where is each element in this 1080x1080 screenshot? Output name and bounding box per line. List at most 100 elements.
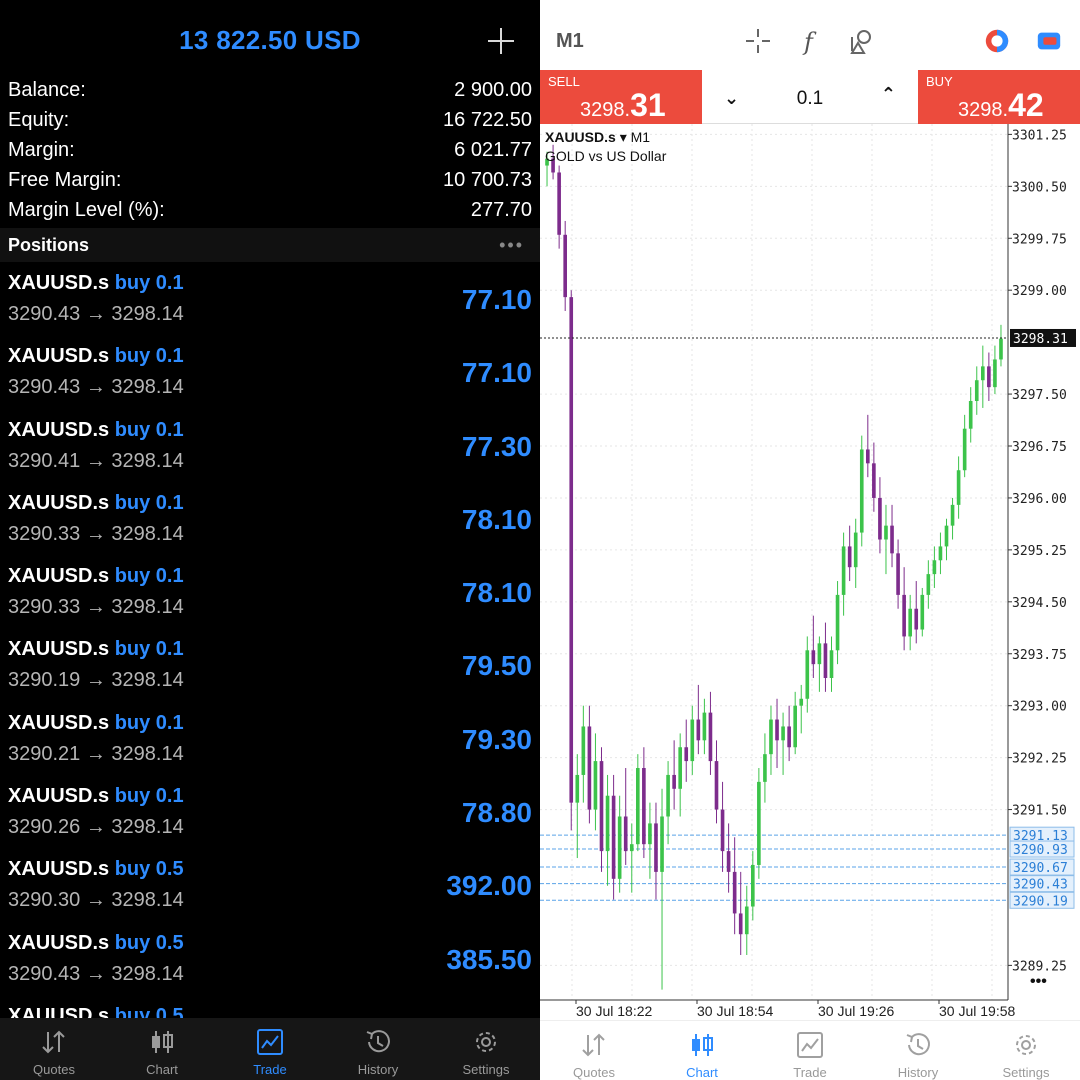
position-row[interactable]: XAUUSD.s buy 0.1 3290.33 → 3298.14 78.10 bbox=[0, 559, 540, 632]
candle-body bbox=[962, 428, 967, 471]
candle-body bbox=[605, 795, 610, 852]
position-price-label: 3291.13 bbox=[1013, 829, 1068, 844]
tab-settings[interactable]: Settings bbox=[972, 1021, 1080, 1080]
add-icon[interactable] bbox=[488, 28, 514, 54]
sell-button[interactable]: SELL 3298.31 bbox=[540, 70, 702, 124]
chart-toolbar: M1 f bbox=[540, 0, 1080, 70]
candle-body bbox=[751, 864, 755, 907]
balance-label: Balance: bbox=[8, 78, 86, 101]
candle-body bbox=[726, 851, 731, 872]
tab-chart[interactable]: Chart bbox=[108, 1018, 216, 1080]
history-icon bbox=[363, 1028, 393, 1056]
position-side: buy 0.1 bbox=[109, 418, 184, 441]
current-price-box bbox=[1010, 328, 1076, 347]
free-margin-value: 10 700.73 bbox=[443, 168, 532, 191]
position-symbol: XAUUSD.s buy 0.1 bbox=[8, 491, 184, 514]
buy-button[interactable]: BUY 3298.42 bbox=[918, 70, 1080, 124]
chevron-down-icon[interactable]: ⌄ bbox=[724, 88, 740, 108]
chart-symbol: XAUUSD.s ▾ M1 bbox=[545, 129, 651, 145]
balance-row: Balance: 2 900.00 bbox=[0, 75, 540, 105]
account-summary: Balance: 2 900.00 Equity: 16 722.50 Margin… bbox=[0, 75, 540, 225]
trade-header: 13 822.50 USD bbox=[0, 0, 540, 80]
candle-body bbox=[696, 719, 701, 741]
tab-settings[interactable]: Settings bbox=[432, 1018, 540, 1080]
position-symbol: XAUUSD.s buy 0.1 bbox=[8, 711, 184, 734]
quotes-icon bbox=[579, 1031, 609, 1059]
position-side: buy 0.1 bbox=[109, 272, 184, 294]
position-row[interactable]: XAUUSD.s buy 0.1 3290.21 → 3298.14 79.30 bbox=[0, 706, 540, 779]
x-tick-label: 30 Jul 19:26 bbox=[818, 1003, 894, 1019]
timeframe-button[interactable]: M1 bbox=[556, 30, 584, 52]
crosshair-icon[interactable] bbox=[744, 27, 772, 55]
position-prices: 3290.41 → 3298.14 bbox=[8, 449, 184, 472]
candle-body bbox=[684, 747, 689, 762]
position-row[interactable]: XAUUSD.s buy 0.1 3290.26 → 3298.14 78.80 bbox=[0, 779, 540, 852]
candle-body bbox=[950, 504, 955, 526]
position-prices: 3290.21 → 3298.14 bbox=[8, 742, 184, 765]
one-click-trading-icon[interactable] bbox=[982, 27, 1012, 55]
candle-body bbox=[908, 608, 912, 637]
position-row[interactable]: XAUUSD.s buy 0.5 3290.43 → 3298.14 385.50 bbox=[0, 926, 540, 999]
tab-quotes[interactable]: Quotes bbox=[540, 1021, 648, 1080]
objects-icon[interactable] bbox=[848, 27, 876, 55]
indicators-icon[interactable]: f bbox=[798, 27, 826, 55]
tab-history[interactable]: History bbox=[324, 1018, 432, 1080]
bottom-tab-bar: Quotes Chart Trade History Settings bbox=[0, 1018, 540, 1080]
candle-body bbox=[926, 574, 931, 595]
candle-body bbox=[932, 560, 937, 575]
position-row[interactable]: XAUUSD.s buy 0.1 3290.41 → 3298.14 77.30 bbox=[0, 413, 540, 486]
candle-body bbox=[575, 774, 580, 803]
free-margin-row: Free Margin: 10 700.73 bbox=[0, 165, 540, 195]
chevron-up-icon[interactable]: ⌃ bbox=[880, 84, 896, 104]
candle-body bbox=[781, 726, 785, 741]
position-symbol: XAUUSD.s buy 0.1 bbox=[8, 565, 184, 588]
position-price-box bbox=[1009, 891, 1075, 909]
tab-trade[interactable]: Trade bbox=[216, 1018, 324, 1080]
position-row[interactable]: XAUUSD.s buy 0.1 3290.43 → 3298.14 77.10 bbox=[0, 339, 540, 412]
current-price-label: 3298.31 bbox=[1013, 332, 1068, 347]
y-tick-label: 3297.50 bbox=[1012, 388, 1067, 403]
y-tick-label: 3294.50 bbox=[1012, 596, 1067, 611]
position-prices: 3290.30 → 3298.14 bbox=[8, 889, 184, 912]
y-tick-label: 3293.75 bbox=[1012, 648, 1067, 663]
position-row[interactable]: XAUUSD.s buy 0.1 3290.33 → 3298.14 78.10 bbox=[0, 486, 540, 559]
lot-value[interactable]: 0.1 bbox=[796, 88, 824, 109]
y-tick-label: 3296.75 bbox=[1012, 440, 1067, 455]
tab-label: Settings bbox=[462, 1062, 510, 1077]
position-profit: 78.10 bbox=[461, 503, 532, 535]
y-tick-label: 3293.00 bbox=[1012, 700, 1067, 715]
position-row[interactable]: XAUUSD.s buy 0.5 3290.30 → 3298.14 392.00 bbox=[0, 852, 540, 925]
position-prices: 3290.33 → 3298.14 bbox=[8, 596, 184, 619]
candle-body bbox=[829, 650, 834, 678]
sell-price: 3298.31 bbox=[580, 87, 666, 123]
price-chart[interactable]: 3301.25 3300.50 3299.75 3299.00 3297.50 3296.… bbox=[540, 124, 1080, 1020]
candle-body bbox=[569, 297, 574, 803]
position-side: buy 0.1 bbox=[109, 345, 184, 368]
y-tick-label: 3295.25 bbox=[1012, 544, 1067, 559]
account-switch-icon[interactable] bbox=[1034, 27, 1064, 55]
equity-row: Equity: 16 722.50 bbox=[0, 105, 540, 135]
positions-list: XAUUSD.s buy 0.1 3290.43 → 3298.14 77.10 XA… bbox=[0, 266, 540, 1072]
tab-history[interactable]: History bbox=[864, 1021, 972, 1080]
quotes-icon bbox=[39, 1028, 69, 1056]
candle-body bbox=[811, 650, 816, 665]
chart-more-icon[interactable]: ••• bbox=[1030, 973, 1047, 990]
tab-label: Chart bbox=[146, 1062, 178, 1077]
margin-row: Margin: 6 021.77 bbox=[0, 135, 540, 165]
chart-canvas[interactable]: 3301.25 3300.50 3299.75 3299.00 3297.50 3296.… bbox=[540, 124, 1080, 1020]
candle-body bbox=[841, 546, 846, 595]
position-symbol: XAUUSD.s buy 0.1 bbox=[8, 418, 184, 441]
position-price-box bbox=[1009, 840, 1075, 858]
position-row[interactable]: XAUUSD.s buy 0.1 3290.19 → 3298.14 79.50 bbox=[0, 632, 540, 705]
x-tick-label: 30 Jul 18:54 bbox=[697, 1003, 773, 1019]
position-row[interactable]: XAUUSD.s buy 0.1 3290.43 → 3298.14 77.10 bbox=[0, 266, 540, 339]
more-icon[interactable]: ••• bbox=[499, 234, 524, 255]
tab-quotes[interactable]: Quotes bbox=[0, 1018, 108, 1080]
tab-chart[interactable]: Chart bbox=[648, 1021, 756, 1080]
tab-trade[interactable]: Trade bbox=[756, 1021, 864, 1080]
y-tick-label: 3292.25 bbox=[1012, 752, 1067, 767]
margin-value: 6 021.77 bbox=[454, 138, 532, 161]
candle-body bbox=[944, 525, 949, 547]
trade-icon bbox=[795, 1031, 825, 1059]
candle-body bbox=[956, 470, 961, 505]
